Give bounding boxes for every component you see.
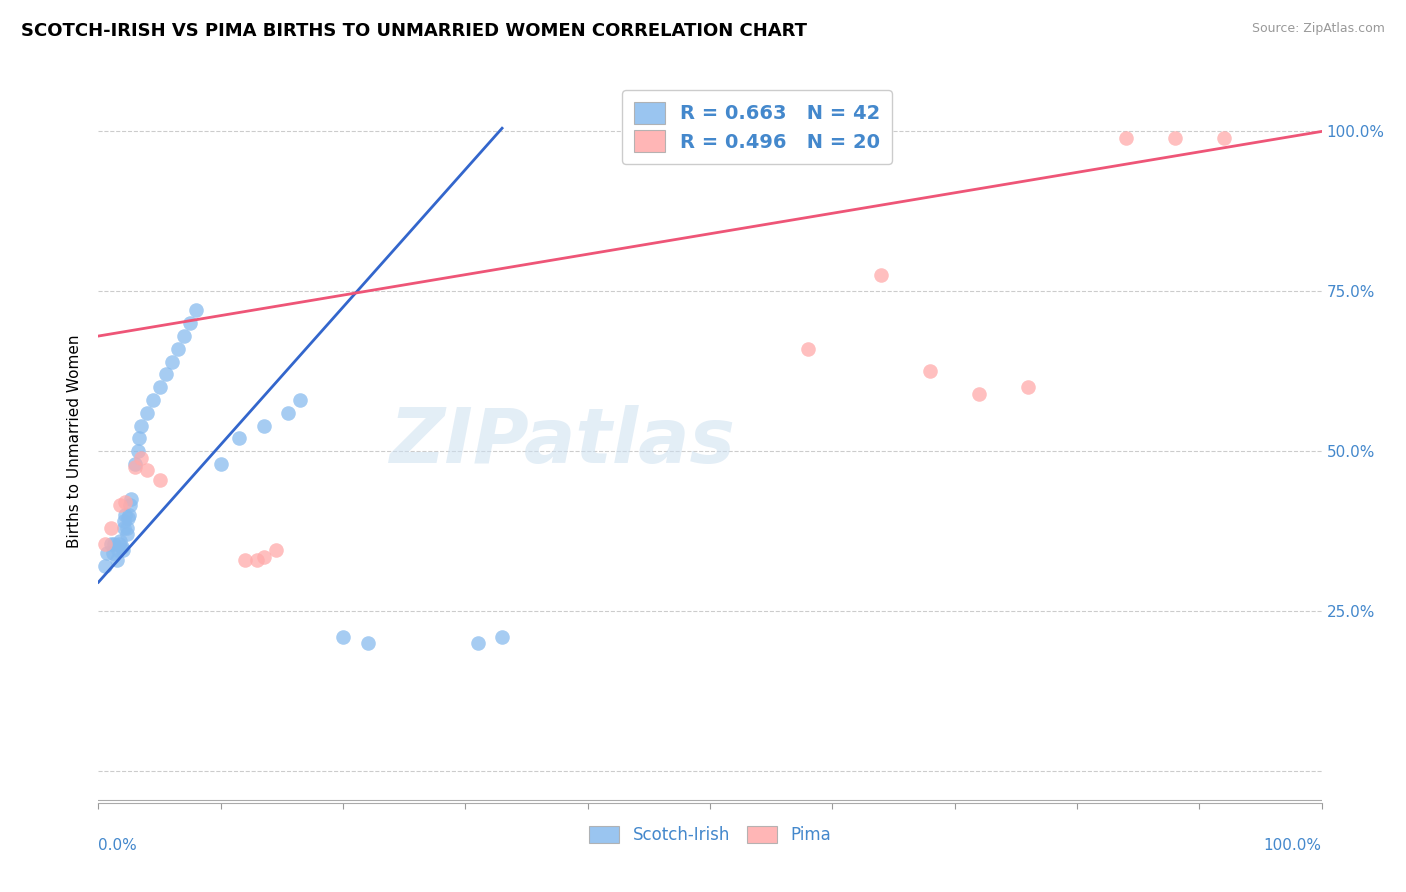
Point	[111, 543, 134, 558]
Point	[179, 316, 201, 330]
Point	[115, 527, 138, 541]
Point	[290, 392, 312, 407]
Point	[870, 268, 893, 283]
Point	[93, 559, 115, 574]
Point	[100, 521, 122, 535]
Text: ZIPatlas: ZIPatlas	[391, 405, 737, 478]
Point	[252, 418, 274, 433]
Point	[110, 499, 132, 513]
Point	[1212, 131, 1234, 145]
Point	[114, 508, 136, 522]
Point	[920, 364, 942, 378]
Text: SCOTCH-IRISH VS PIMA BIRTHS TO UNMARRIED WOMEN CORRELATION CHART: SCOTCH-IRISH VS PIMA BIRTHS TO UNMARRIED…	[21, 22, 807, 40]
Point	[277, 406, 299, 420]
Text: Source: ZipAtlas.com: Source: ZipAtlas.com	[1251, 22, 1385, 36]
Point	[101, 546, 124, 560]
Point	[111, 540, 134, 554]
Point	[136, 463, 159, 477]
Point	[160, 354, 183, 368]
Point	[149, 380, 172, 394]
Text: 100.0%: 100.0%	[1264, 838, 1322, 853]
Point	[112, 521, 135, 535]
Text: 0.0%: 0.0%	[98, 838, 138, 853]
Point	[264, 543, 287, 558]
Point	[110, 533, 132, 548]
Point	[124, 460, 146, 475]
Point	[105, 553, 128, 567]
Point	[115, 521, 138, 535]
Point	[233, 553, 256, 567]
Point	[228, 431, 250, 445]
Point	[1017, 380, 1039, 394]
Point	[120, 499, 142, 513]
Point	[332, 630, 354, 644]
Point	[118, 508, 141, 522]
Point	[149, 473, 172, 487]
Point	[173, 329, 195, 343]
Point	[93, 537, 115, 551]
Point	[491, 630, 513, 644]
Point	[103, 537, 125, 551]
Point	[129, 450, 152, 465]
Point	[136, 406, 159, 420]
Point	[186, 303, 208, 318]
Point	[467, 636, 489, 650]
Point	[120, 492, 142, 507]
Point	[114, 495, 136, 509]
Point	[797, 342, 820, 356]
Point	[128, 431, 150, 445]
Point	[100, 537, 122, 551]
Point	[129, 418, 152, 433]
Point	[117, 511, 139, 525]
Point	[142, 392, 165, 407]
Point	[96, 546, 118, 560]
Point	[155, 368, 177, 382]
Point	[167, 342, 190, 356]
Point	[356, 636, 378, 650]
Point	[107, 543, 129, 558]
Point	[124, 457, 146, 471]
Point	[1164, 131, 1187, 145]
Point	[127, 444, 149, 458]
Point	[112, 515, 135, 529]
Point	[209, 457, 232, 471]
Point	[108, 537, 131, 551]
Point	[1115, 131, 1137, 145]
Legend: Scotch-Irish, Pima: Scotch-Irish, Pima	[581, 817, 839, 852]
Y-axis label: Births to Unmarried Women: Births to Unmarried Women	[67, 334, 83, 549]
Point	[967, 386, 990, 401]
Point	[246, 553, 269, 567]
Point	[252, 549, 274, 564]
